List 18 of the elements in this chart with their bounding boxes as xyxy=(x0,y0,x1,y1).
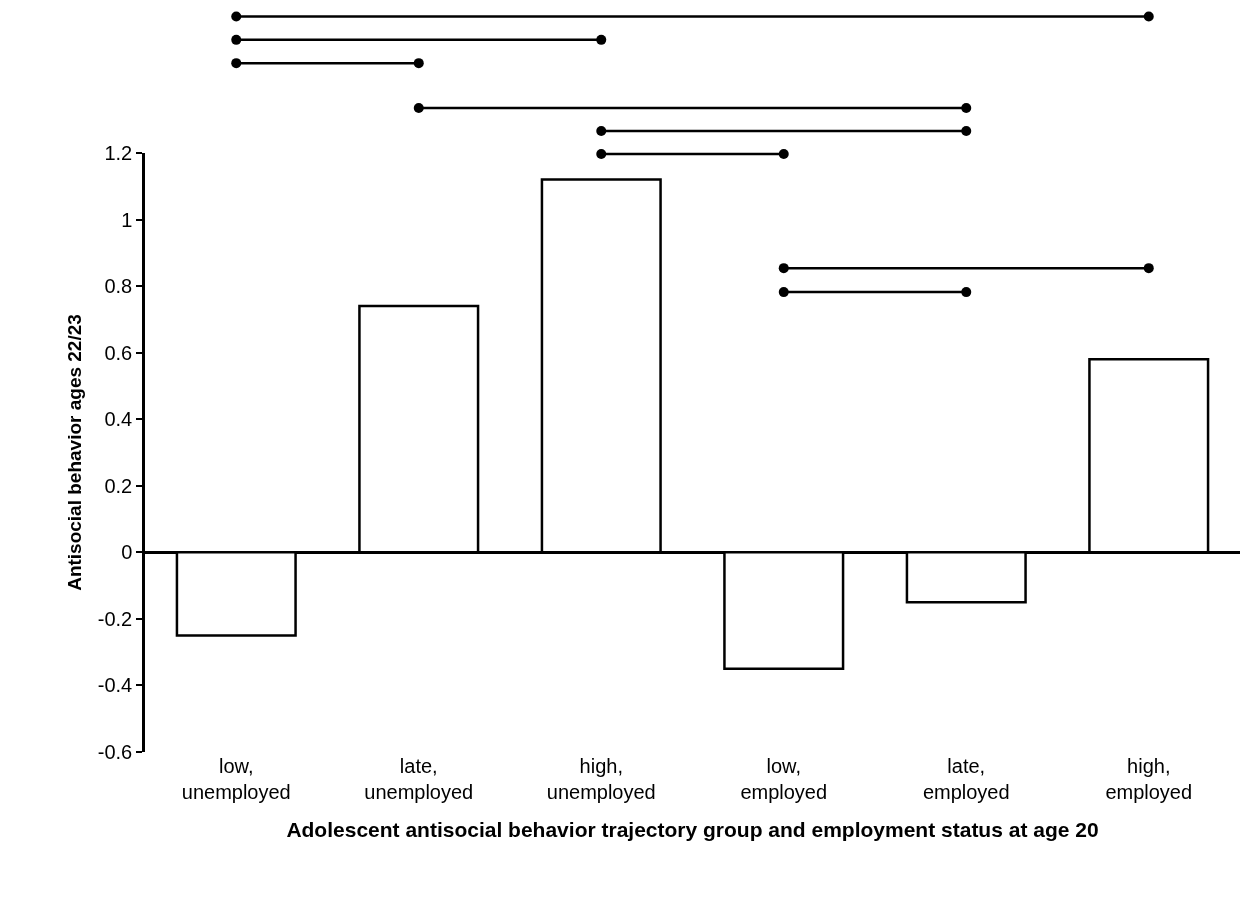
y-tick-label: -0.6 xyxy=(97,741,133,763)
y-tick-label: 0.2 xyxy=(104,474,133,497)
y-tick-label: 1 xyxy=(121,208,133,231)
y-tick-label: 0 xyxy=(121,541,133,564)
x-axis-title: Adolescent antisocial behavior trajectory group and employment status at age 20 xyxy=(286,818,1099,842)
y-tick-label: -0.2 xyxy=(97,607,133,630)
y-tick-label: 0.4 xyxy=(104,408,133,431)
y-axis-title: Antisocial behavior ages 22/23 xyxy=(63,314,85,591)
y-tick-label: 1.2 xyxy=(104,142,133,164)
x-tick-label: high, employed xyxy=(1105,755,1193,803)
y-tick-label: -0.4 xyxy=(97,674,133,697)
x-tick-label: late, employed xyxy=(922,755,1010,803)
x-tick-label: high, unemployed xyxy=(546,755,656,803)
x-tick-label: low, unemployed xyxy=(181,755,291,803)
y-tick-label: 0.6 xyxy=(104,341,133,364)
x-tick-label: late, unemployed xyxy=(364,755,474,803)
x-tick-label: low, employed xyxy=(740,755,828,803)
y-tick-label: 0.8 xyxy=(104,275,133,298)
